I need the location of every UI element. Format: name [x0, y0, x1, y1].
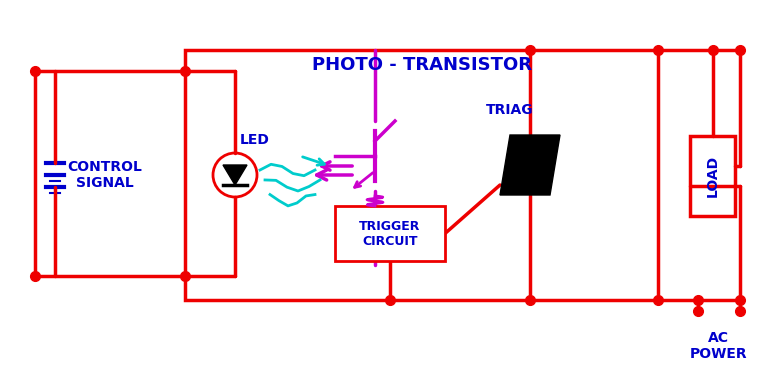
Bar [690, 136, 735, 216]
Text: TRIAG: TRIAG [486, 103, 534, 117]
Text: AC
POWER: AC POWER [690, 331, 747, 361]
Text: LOAD: LOAD [706, 155, 720, 197]
Text: TRIGGER
CIRCUIT: TRIGGER CIRCUIT [359, 220, 421, 247]
Text: LED: LED [240, 133, 270, 147]
Polygon shape [500, 135, 560, 195]
Polygon shape [223, 165, 247, 185]
Text: CONTROL
SIGNAL: CONTROL SIGNAL [67, 160, 142, 190]
Bar [185, 50, 658, 300]
FancyBboxPatch shape [335, 206, 445, 261]
Text: PHOTO - TRANSISTOR: PHOTO - TRANSISTOR [312, 56, 532, 74]
